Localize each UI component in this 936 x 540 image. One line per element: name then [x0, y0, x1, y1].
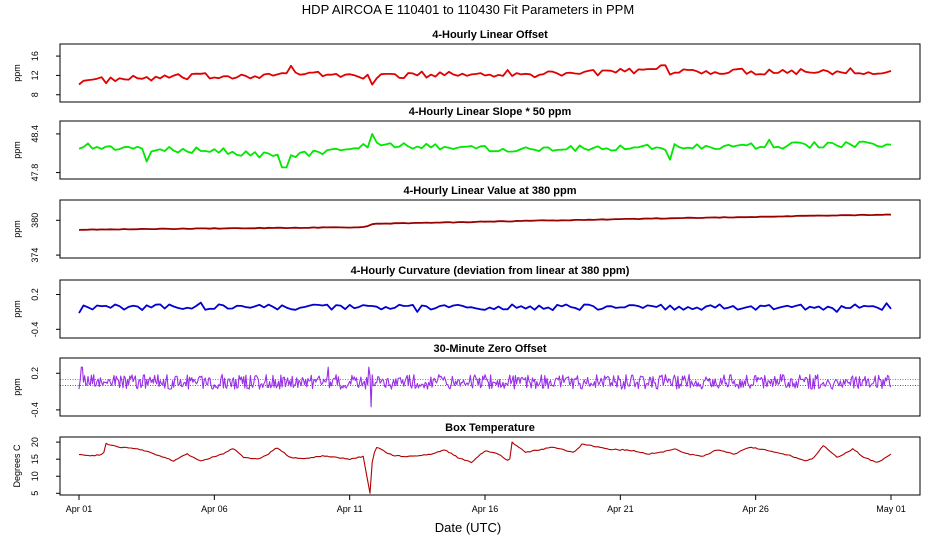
x-axis-label: Date (UTC): [435, 520, 501, 535]
panel-title: 4-Hourly Linear Value at 380 ppm: [403, 185, 576, 197]
panel-frame: [59, 199, 921, 259]
figure-title: HDP AIRCOA E 110401 to 110430 Fit Parame…: [302, 2, 634, 17]
panel-title: 30-Minute Zero Offset: [433, 343, 546, 355]
y-tick-label: 0.2: [30, 367, 40, 380]
x-tick-label: Apr 26: [742, 504, 769, 514]
y-tick-label: 20: [30, 437, 40, 447]
series-line: [78, 301, 892, 314]
series-line: [78, 213, 892, 231]
x-axis: Apr 01 Apr 06 Apr 11 Apr 16 Apr 21 Apr 26 May …: [66, 495, 906, 514]
y-tick-label: -0.4: [30, 322, 40, 338]
panel-title: 4-Hourly Curvature (deviation from linea…: [351, 265, 630, 277]
y-tick-label: 47.8: [30, 164, 40, 182]
panel-4: 4-Hourly Curvature (deviation from linea…: [12, 265, 921, 339]
x-tick-label: Apr 11: [337, 504, 363, 514]
y-axis-label: ppm: [12, 300, 22, 318]
x-tick-label: Apr 01: [66, 504, 93, 514]
panel-title: 4-Hourly Linear Slope * 50 ppm: [409, 106, 572, 118]
y-axis-label: ppm: [12, 141, 22, 159]
series-line: [78, 64, 892, 86]
series-line: [78, 441, 892, 494]
panel-title: Box Temperature: [445, 422, 535, 434]
panel-frame: [59, 436, 921, 496]
panel-3: 4-Hourly Linear Value at 380 ppm 374 380 pp…: [12, 185, 921, 263]
y-tick-label: -0.4: [30, 402, 40, 418]
x-tick-label: Apr 06: [201, 504, 228, 514]
series-line: [78, 366, 892, 408]
panel-title: 4-Hourly Linear Offset: [432, 29, 548, 41]
y-tick-label: 10: [30, 471, 40, 481]
y-tick-label: 12: [30, 70, 40, 80]
y-tick-label: 48.4: [30, 125, 40, 143]
panel-6: Box Temperature 5 10 15 20 Degrees C: [12, 422, 921, 496]
x-tick-label: Apr 21: [607, 504, 634, 514]
panel-2: 4-Hourly Linear Slope * 50 ppm 47.8 48.4 pp…: [12, 106, 921, 182]
y-axis-label: Degrees C: [12, 444, 22, 488]
panel-1: 4-Hourly Linear Offset 8 12 16 ppm: [12, 29, 921, 103]
y-tick-label: 16: [30, 51, 40, 61]
panel-5: 30-Minute Zero Offset -0.4 0.2 ppm: [12, 343, 921, 418]
y-axis-label: ppm: [12, 378, 22, 396]
y-tick-label: 0.2: [30, 288, 40, 301]
series-line: [78, 133, 892, 169]
panel-frame: [59, 357, 921, 417]
panel-frame: [59, 279, 921, 339]
y-axis-label: ppm: [12, 64, 22, 82]
y-tick-label: 8: [30, 92, 40, 97]
y-tick-label: 380: [30, 213, 40, 228]
panel-frame: [59, 120, 921, 180]
y-tick-label: 5: [30, 491, 40, 496]
x-tick-label: May 01: [876, 504, 906, 514]
y-tick-label: 15: [30, 454, 40, 464]
panel-frame: [59, 43, 921, 103]
y-tick-label: 374: [30, 248, 40, 263]
x-tick-label: Apr 16: [472, 504, 499, 514]
y-axis-label: ppm: [12, 220, 22, 238]
